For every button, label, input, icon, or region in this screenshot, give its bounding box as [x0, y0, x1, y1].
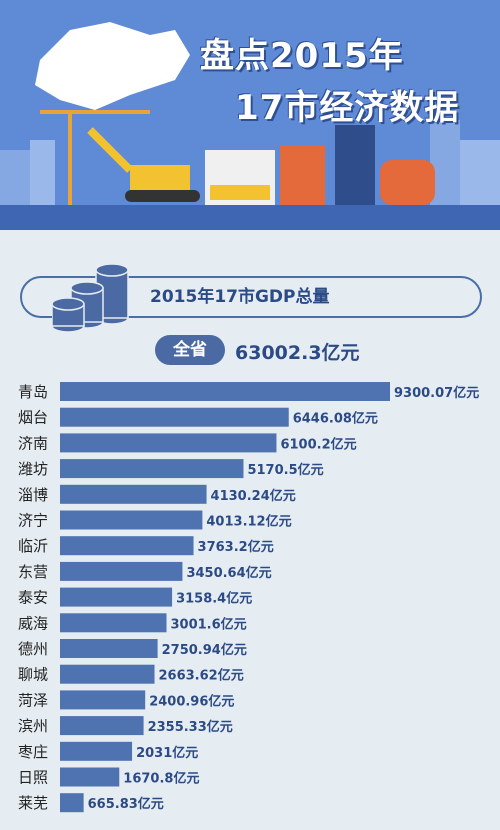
- coins-icon: [52, 263, 129, 333]
- banner-illustration: [0, 0, 500, 230]
- gdp-bar: [60, 536, 194, 556]
- province-map-icon: [35, 22, 190, 110]
- value-label: 3763.2亿元: [198, 539, 274, 555]
- banner-title-line1: 盘点2015年: [200, 36, 404, 76]
- city-label: 泰安: [18, 589, 48, 607]
- value-label: 6446.08亿元: [293, 411, 378, 427]
- city-label: 济南: [18, 434, 48, 452]
- gdp-bar: [60, 484, 207, 504]
- value-label: 3450.64亿元: [186, 565, 271, 581]
- total-value: 63002.3亿元: [235, 342, 360, 364]
- city-label: 莱芜: [18, 794, 48, 812]
- chart-title: 2015年17市GDP总量: [150, 287, 330, 307]
- banner: 盘点2015年 17市经济数据: [0, 0, 500, 230]
- total-badge: 全省: [155, 335, 225, 365]
- value-label: 2031亿元: [136, 745, 198, 761]
- gdp-bar: [60, 664, 155, 684]
- city-label: 淄博: [18, 486, 48, 504]
- gdp-bar: [60, 690, 146, 710]
- value-label: 2355.33亿元: [148, 719, 233, 735]
- value-label: 2750.94亿元: [162, 642, 247, 658]
- gdp-bar: [60, 510, 203, 530]
- city-label: 德州: [18, 640, 48, 658]
- city-label: 日照: [18, 769, 48, 787]
- value-label: 9300.07亿元: [394, 385, 479, 401]
- value-label: 1670.8亿元: [123, 771, 199, 787]
- banner-title-line2: 17市经济数据: [235, 88, 460, 128]
- city-label: 济宁: [18, 512, 48, 530]
- value-label: 6100.2亿元: [280, 436, 356, 452]
- value-label: 5170.5亿元: [247, 462, 323, 478]
- value-label: 2400.96亿元: [149, 693, 234, 709]
- city-label: 菏泽: [18, 691, 48, 709]
- value-label: 4130.24亿元: [211, 488, 296, 504]
- city-label: 东营: [18, 563, 48, 581]
- gdp-bar: [60, 793, 84, 813]
- value-label: 3158.4亿元: [176, 591, 252, 607]
- city-label: 聊城: [18, 666, 48, 684]
- city-label: 临沂: [18, 537, 48, 555]
- value-label: 3001.6亿元: [171, 616, 247, 632]
- gdp-bar: [60, 639, 158, 658]
- city-label: 烟台: [18, 409, 48, 427]
- gdp-bar: [60, 433, 277, 453]
- value-label: 2663.62亿元: [159, 668, 244, 684]
- value-label: 4013.12亿元: [206, 514, 291, 530]
- gdp-bar: [60, 741, 133, 761]
- gdp-bar: [60, 459, 244, 479]
- gdp-bar: [60, 587, 173, 607]
- gdp-bar: [60, 407, 289, 427]
- gdp-bar: [60, 561, 183, 581]
- city-label: 威海: [18, 614, 48, 632]
- city-label: 青岛: [18, 383, 48, 401]
- gdp-bar: [60, 613, 167, 633]
- value-label: 665.83亿元: [88, 796, 164, 812]
- city-label: 潍坊: [18, 460, 48, 478]
- gdp-bar: [60, 716, 144, 736]
- gdp-bar: [60, 382, 390, 401]
- gdp-bar: [60, 767, 120, 787]
- city-label: 滨州: [18, 717, 48, 735]
- city-label: 枣庄: [18, 743, 48, 761]
